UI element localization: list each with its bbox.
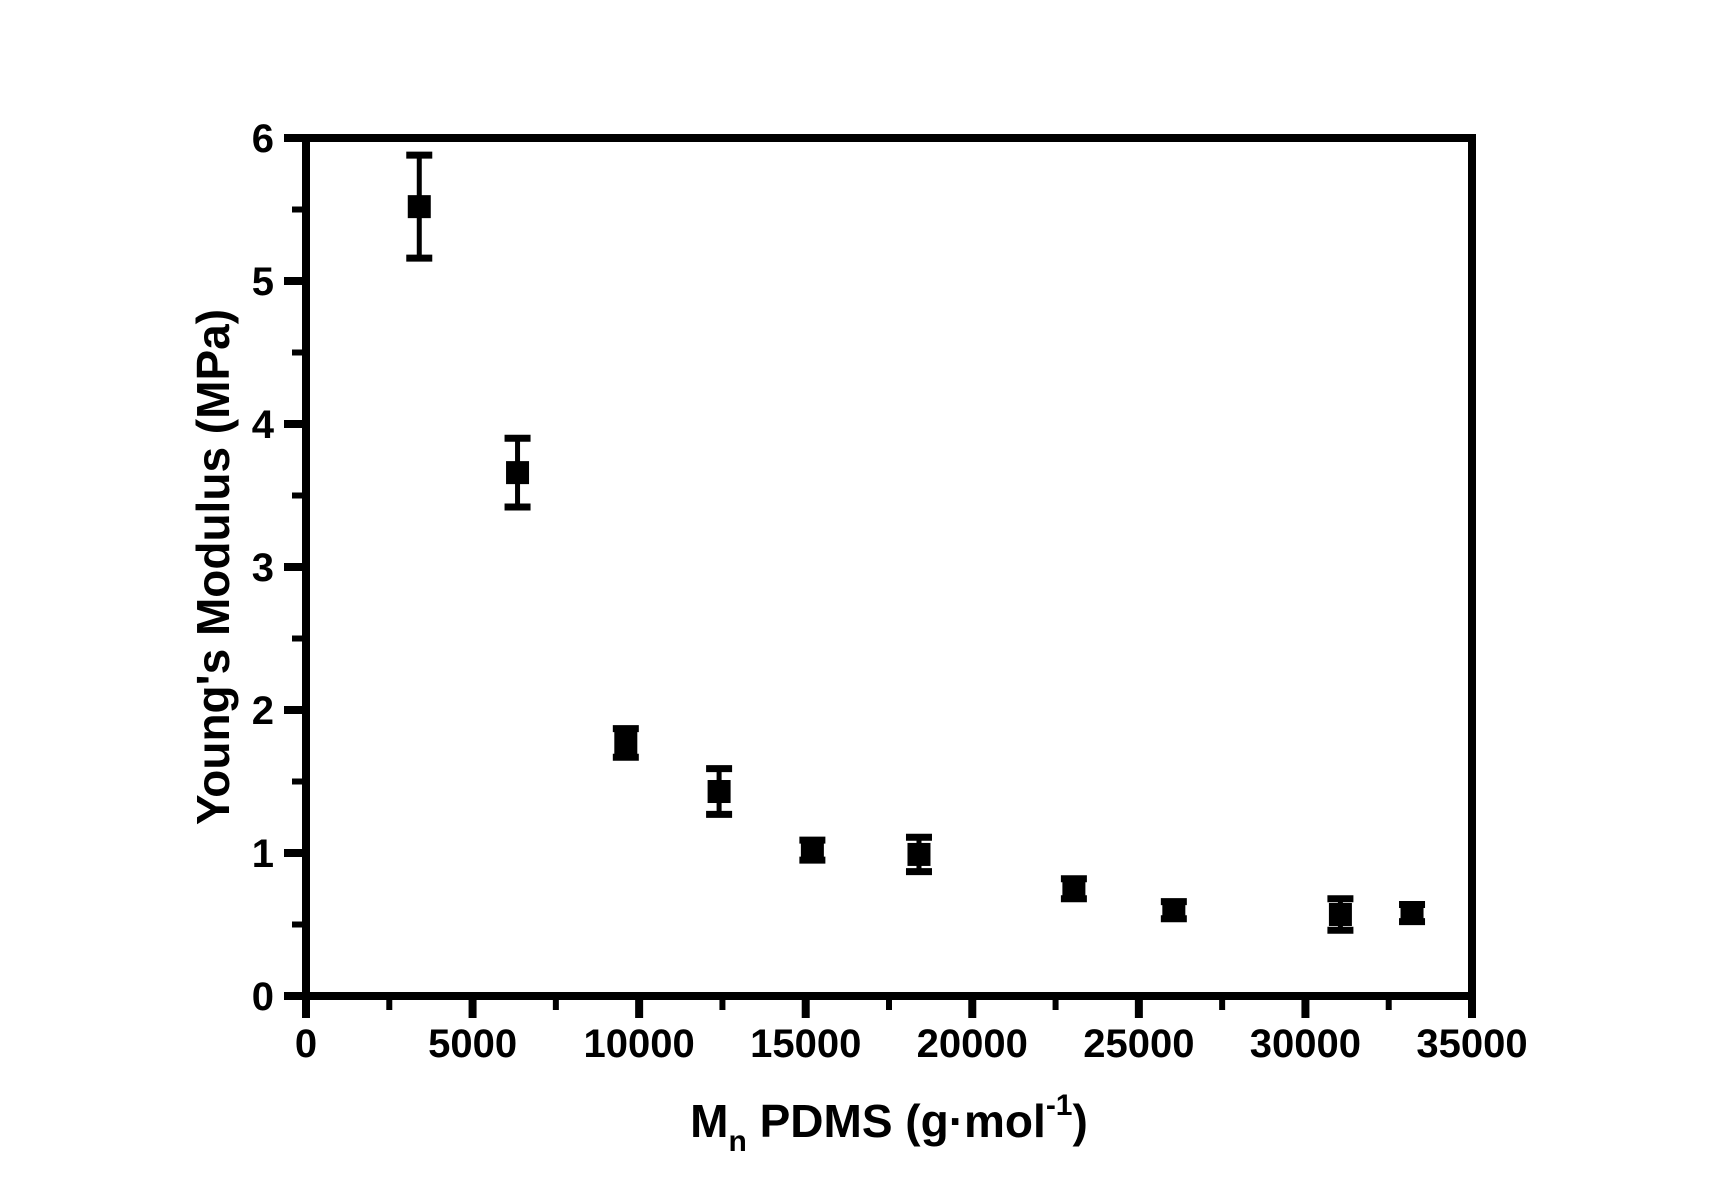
y-tick-label: 1 [252,832,274,876]
marker-square [907,842,931,866]
y-axis-label: Young's Modulus (MPa) [187,309,239,825]
data-point [799,836,826,864]
data-point [612,725,639,761]
marker-square [407,195,431,219]
data-point [706,765,733,818]
marker-square [506,461,530,485]
x-tick-label: 0 [295,1022,317,1066]
x-axis: 0 5000 10000 15000 20000 25000 30000 35000 [295,996,1528,1066]
marker-square [1162,898,1186,922]
y-tick-label: 3 [252,546,274,590]
data-point [1327,895,1354,934]
y-axis: 0 1 2 3 4 5 6 [252,117,306,1019]
marker-square [614,731,638,755]
x-tick-label: 5000 [428,1022,517,1066]
marker-square [1400,901,1424,925]
data-point [406,151,433,262]
x-tick-label: 10000 [584,1022,695,1066]
plot-frame [302,134,1476,1000]
x-tick-label: 15000 [750,1022,861,1066]
marker-square [707,780,731,804]
x-axis-label: Mn PDMS (g·mol-1) [690,1089,1088,1158]
x-tick-label: 20000 [917,1022,1028,1066]
x-tick-label: 30000 [1250,1022,1361,1066]
y-tick-label: 6 [252,117,274,161]
data-point [1160,898,1187,923]
data-point [1060,875,1087,903]
data-point [504,434,531,511]
y-tick-label: 5 [252,260,274,304]
marker-square [1062,877,1086,901]
marker-square [1328,902,1352,926]
data-point [905,833,932,876]
x-tick-label: 35000 [1416,1022,1527,1066]
plot-frame-box [302,134,1476,1000]
y-tick-label: 4 [252,403,275,447]
y-tick-label: 2 [252,689,274,733]
x-tick-label: 25000 [1083,1022,1194,1066]
data-series [406,151,1426,934]
y-tick-label: 0 [252,975,274,1019]
data-point [1399,900,1426,926]
marker-square [800,838,824,862]
